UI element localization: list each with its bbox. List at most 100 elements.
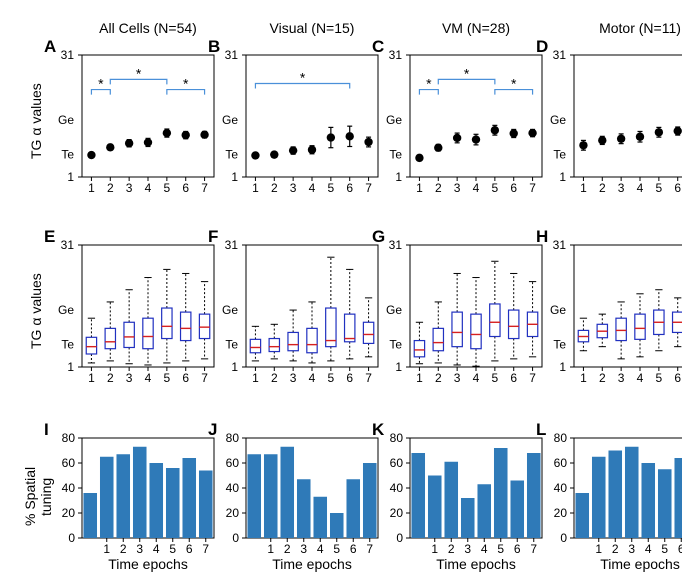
svg-text:80: 80 [62, 431, 76, 445]
svg-text:2: 2 [107, 371, 114, 385]
ylabel-row1: TG α values [28, 83, 44, 159]
svg-text:2: 2 [271, 181, 278, 195]
svg-text:7: 7 [366, 542, 373, 556]
svg-text:20: 20 [390, 506, 404, 520]
svg-text:1: 1 [580, 371, 587, 385]
svg-text:1: 1 [580, 181, 587, 195]
svg-text:Te: Te [389, 148, 402, 162]
svg-text:Te: Te [225, 148, 238, 162]
svg-text:*: * [183, 76, 189, 92]
xlabel-I: Time epochs [82, 556, 214, 572]
svg-text:2: 2 [435, 181, 442, 195]
svg-text:7: 7 [365, 181, 372, 195]
svg-text:1: 1 [103, 542, 110, 556]
svg-text:4: 4 [645, 542, 652, 556]
svg-text:20: 20 [554, 506, 568, 520]
svg-text:7: 7 [202, 542, 209, 556]
svg-text:0: 0 [396, 531, 403, 545]
svg-text:3: 3 [136, 542, 143, 556]
svg-text:7: 7 [201, 371, 208, 385]
panel-I: 0204060801234567 [82, 438, 214, 538]
svg-text:5: 5 [492, 371, 499, 385]
svg-text:3: 3 [454, 371, 461, 385]
svg-text:0: 0 [68, 531, 75, 545]
svg-text:*: * [464, 65, 470, 81]
panel-G: 1234567131TeGe [410, 245, 542, 367]
panel-C: 1234567131TeGe*** [410, 55, 542, 177]
panel-label-B: B [208, 37, 220, 57]
svg-text:5: 5 [656, 181, 663, 195]
svg-text:0: 0 [560, 531, 567, 545]
svg-text:3: 3 [464, 542, 471, 556]
svg-text:3: 3 [618, 371, 625, 385]
svg-text:80: 80 [226, 431, 240, 445]
svg-text:2: 2 [120, 542, 127, 556]
svg-text:31: 31 [389, 48, 403, 62]
svg-text:80: 80 [554, 431, 568, 445]
svg-text:31: 31 [553, 238, 567, 252]
svg-text:Ge: Ge [550, 303, 566, 317]
svg-text:1: 1 [595, 542, 602, 556]
svg-text:1: 1 [431, 542, 438, 556]
svg-text:5: 5 [164, 181, 171, 195]
panel-label-H: H [536, 227, 548, 247]
svg-text:31: 31 [225, 238, 239, 252]
svg-text:1: 1 [559, 360, 566, 374]
svg-text:31: 31 [225, 48, 239, 62]
svg-text:4: 4 [309, 181, 316, 195]
panel-title-3: Motor (N=11) [564, 20, 682, 36]
svg-text:2: 2 [271, 371, 278, 385]
svg-text:1: 1 [67, 360, 74, 374]
panel-H: 1234567131TeGe [574, 245, 682, 367]
svg-text:1: 1 [231, 360, 238, 374]
svg-text:31: 31 [389, 238, 403, 252]
svg-text:1: 1 [88, 181, 95, 195]
svg-text:1: 1 [559, 170, 566, 184]
svg-text:Ge: Ge [222, 113, 238, 127]
svg-text:1: 1 [395, 360, 402, 374]
svg-text:2: 2 [612, 542, 619, 556]
panel-F: 1234567131TeGe [246, 245, 378, 367]
svg-text:*: * [300, 69, 306, 85]
svg-text:31: 31 [61, 48, 75, 62]
svg-text:6: 6 [182, 371, 189, 385]
svg-text:6: 6 [514, 542, 521, 556]
svg-text:Te: Te [553, 338, 566, 352]
svg-text:4: 4 [637, 181, 644, 195]
panel-label-I: I [44, 420, 49, 440]
xlabel-L: Time epochs [574, 556, 682, 572]
svg-text:31: 31 [61, 238, 75, 252]
svg-text:Te: Te [61, 148, 74, 162]
svg-text:60: 60 [554, 456, 568, 470]
svg-text:3: 3 [126, 181, 133, 195]
panel-label-F: F [208, 227, 218, 247]
svg-text:6: 6 [510, 181, 517, 195]
panel-label-J: J [208, 420, 217, 440]
panel-A: 1234567131TeGe*** [82, 55, 214, 177]
svg-text:5: 5 [164, 371, 171, 385]
panel-title-0: All Cells (N=54) [72, 20, 224, 36]
svg-text:Te: Te [389, 338, 402, 352]
svg-text:Te: Te [225, 338, 238, 352]
svg-text:60: 60 [62, 456, 76, 470]
svg-text:1: 1 [252, 371, 259, 385]
xlabel-J: Time epochs [246, 556, 378, 572]
svg-text:20: 20 [62, 506, 76, 520]
panel-B: 1234567131TeGe* [246, 55, 378, 177]
svg-text:*: * [136, 65, 142, 81]
svg-text:0: 0 [232, 531, 239, 545]
svg-text:3: 3 [628, 542, 635, 556]
svg-text:4: 4 [309, 371, 316, 385]
svg-text:1: 1 [88, 371, 95, 385]
svg-text:5: 5 [333, 542, 340, 556]
svg-text:3: 3 [300, 542, 307, 556]
svg-text:3: 3 [126, 371, 133, 385]
svg-text:1: 1 [267, 542, 274, 556]
svg-text:60: 60 [226, 456, 240, 470]
svg-text:4: 4 [473, 181, 480, 195]
svg-text:7: 7 [529, 371, 536, 385]
svg-text:1: 1 [416, 371, 423, 385]
svg-text:3: 3 [290, 371, 297, 385]
svg-text:6: 6 [674, 181, 681, 195]
svg-text:5: 5 [661, 542, 668, 556]
